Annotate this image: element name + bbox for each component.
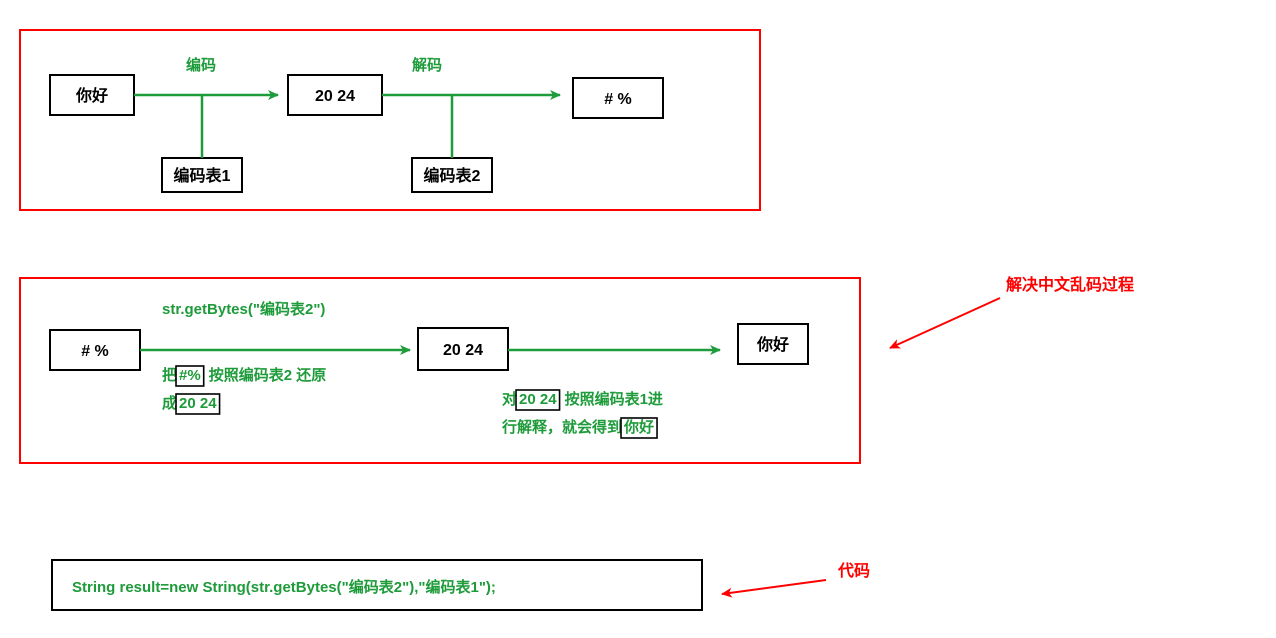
svg-text:按照编码表2 还原: 按照编码表2 还原 bbox=[209, 366, 327, 384]
svg-text:你好: 你好 bbox=[75, 86, 108, 105]
svg-text:# %: # % bbox=[81, 343, 109, 360]
node-encoding-table-2: 编码表2 bbox=[412, 158, 492, 192]
svg-text:20 24: 20 24 bbox=[519, 391, 557, 408]
node-nihao: 你好 bbox=[50, 75, 134, 115]
svg-text:把: 把 bbox=[162, 366, 177, 384]
svg-text:编码: 编码 bbox=[186, 56, 216, 74]
code-text: String result=new String(str.getBytes("编… bbox=[72, 578, 496, 596]
svg-text:20 24: 20 24 bbox=[315, 88, 355, 105]
svg-text:你好: 你好 bbox=[623, 418, 654, 436]
explain-step1-line2: 成 20 24 bbox=[162, 394, 220, 414]
explain-step2-line2: 行解释，就会得到 你好 bbox=[501, 418, 657, 438]
node-garbled-2: # % bbox=[50, 330, 140, 370]
annotation-code-arrow bbox=[722, 580, 826, 594]
node-garbled: # % bbox=[573, 78, 663, 118]
svg-text:行解释，就会得到: 行解释，就会得到 bbox=[501, 418, 622, 436]
node-bytes-2: 20 24 bbox=[418, 328, 508, 370]
label-getbytes: str.getBytes("编码表2") bbox=[162, 300, 325, 318]
svg-text:20 24: 20 24 bbox=[443, 342, 483, 359]
svg-text:你好: 你好 bbox=[756, 335, 789, 354]
node-encoding-table-1: 编码表1 bbox=[162, 158, 242, 192]
panel-encoding-problem bbox=[20, 30, 760, 210]
svg-text:编码表1: 编码表1 bbox=[174, 166, 231, 185]
annotation-code-label: 代码 bbox=[837, 561, 870, 580]
svg-text:按照编码表1进: 按照编码表1进 bbox=[565, 390, 663, 408]
svg-text:#%: #% bbox=[179, 367, 201, 384]
explain-step1-line1: 把 #% 按照编码表2 还原 bbox=[162, 366, 326, 386]
diagram-canvas: 你好 20 24 # % 编码表1 编码表2 编码 解码 # % 20 24 你好 str.getB… bbox=[0, 0, 1276, 638]
panel-code: String result=new String(str.getBytes("编… bbox=[52, 560, 702, 610]
svg-text:对: 对 bbox=[502, 390, 517, 408]
svg-text:成: 成 bbox=[162, 394, 177, 412]
svg-text:解码: 解码 bbox=[412, 56, 442, 74]
annotation-solution-label: 解决中文乱码过程 bbox=[1006, 275, 1134, 294]
node-bytes: 20 24 bbox=[288, 75, 382, 115]
explain-step2-line1: 对 20 24 按照编码表1进 bbox=[502, 390, 663, 410]
node-nihao-2: 你好 bbox=[738, 324, 808, 364]
annotation-solution-arrow bbox=[890, 298, 1000, 348]
arrow-decode: 解码 bbox=[382, 56, 560, 158]
arrow-encode: 编码 bbox=[134, 56, 278, 158]
svg-text:# %: # % bbox=[604, 91, 632, 108]
svg-text:编码表2: 编码表2 bbox=[424, 166, 481, 185]
svg-text:20 24: 20 24 bbox=[179, 395, 217, 412]
